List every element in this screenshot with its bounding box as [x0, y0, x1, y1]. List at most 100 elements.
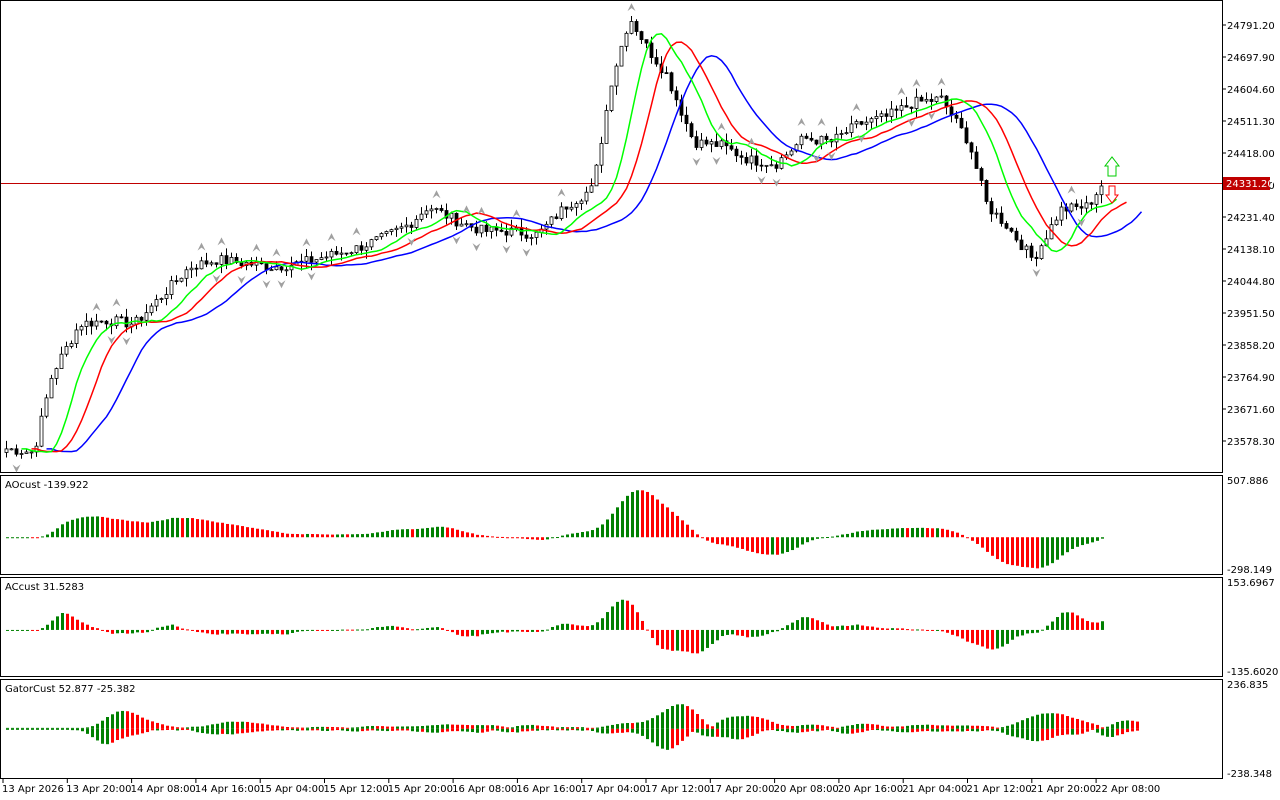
- candle-body: [589, 185, 594, 193]
- candle-body: [769, 164, 774, 167]
- candle-body: [789, 150, 794, 156]
- ac-scale-bottom: -135.6020: [1227, 667, 1278, 678]
- candle-body: [554, 216, 559, 219]
- fractal-down-icon: [502, 245, 511, 254]
- gator-upper-bar: [456, 724, 459, 729]
- ao-bar: [221, 522, 224, 538]
- ao-bar: [81, 517, 84, 538]
- gator-lower-bar: [781, 728, 784, 732]
- ac-bar: [986, 629, 989, 649]
- gator-lower-bar: [361, 728, 364, 732]
- ac-bar: [936, 629, 939, 631]
- gator-lower-bar: [601, 728, 604, 734]
- gator-lower-bar: [431, 728, 434, 733]
- gator-upper-bar: [991, 726, 994, 729]
- gator-upper-bar: [1126, 720, 1129, 729]
- gator-lower-bar: [26, 728, 29, 730]
- ao-bar: [596, 527, 599, 538]
- candle-body: [874, 116, 879, 120]
- gator-lower-bar: [86, 728, 89, 734]
- ac-bar: [91, 627, 94, 630]
- ao-bar: [1006, 537, 1009, 565]
- ao-bar: [316, 534, 319, 538]
- gator-lower-bar: [1111, 728, 1114, 737]
- gator-lower-bar: [101, 728, 104, 744]
- gator-upper-bar: [61, 727, 64, 729]
- gator-lower-bar: [426, 728, 429, 733]
- alligator-lines: [21, 33, 1143, 453]
- gator-upper-bar: [776, 723, 779, 729]
- candle-body: [59, 353, 64, 369]
- ac-bar: [166, 625, 169, 630]
- ao-bar: [866, 530, 869, 538]
- gator-upper-bar: [536, 725, 539, 729]
- gator-upper-bar: [41, 727, 44, 729]
- candle-body: [729, 145, 734, 150]
- candle-body: [929, 98, 934, 102]
- candle-body: [49, 377, 54, 399]
- candle-body: [914, 96, 919, 109]
- gator-lower-bar: [356, 728, 359, 732]
- gator-lower-bar: [1086, 728, 1089, 732]
- candle-body: [449, 212, 454, 219]
- gator-lower-bar: [771, 728, 774, 731]
- gator-lower-bar: [581, 728, 584, 731]
- candle-body: [884, 113, 889, 117]
- time-tick-label: 16 Apr 08:00: [452, 784, 517, 795]
- ac-bar: [151, 629, 154, 631]
- time-tick-label: 15 Apr 12:00: [324, 784, 389, 795]
- gator-upper-bar: [386, 726, 389, 729]
- ac-bar: [446, 629, 449, 631]
- ao-bar: [1011, 537, 1014, 566]
- ao-bar: [981, 537, 984, 548]
- ac-bar: [656, 629, 659, 646]
- gator-upper-bar: [591, 727, 594, 729]
- candle-body: [204, 260, 209, 265]
- gator-upper-bar: [1121, 720, 1124, 729]
- ao-bar: [401, 529, 404, 538]
- ac-bar: [141, 629, 144, 633]
- ao-bar: [121, 519, 124, 538]
- ao-bar: [266, 530, 269, 538]
- candle-body: [269, 269, 274, 272]
- candle-body: [804, 135, 809, 139]
- gator-upper-bar: [116, 711, 119, 729]
- ao-bar: [1076, 537, 1079, 547]
- candle-body: [39, 415, 44, 447]
- time-tick-label: 21 Apr 12:00: [967, 784, 1032, 795]
- ac-bar: [706, 629, 709, 648]
- ao-bar: [716, 537, 719, 545]
- ao-bar: [171, 517, 174, 538]
- ao-bar: [426, 527, 429, 538]
- ao-bar: [496, 536, 499, 538]
- gator-lower-bar: [1031, 728, 1034, 741]
- ao-bar: [676, 515, 679, 538]
- gator-upper-bar: [696, 714, 699, 729]
- ac-bar: [26, 629, 29, 631]
- gator-lower-bar: [536, 728, 539, 731]
- price-tick-label: 23858.20: [1227, 341, 1275, 352]
- ac-bar: [736, 629, 739, 636]
- candle-body: [754, 155, 759, 166]
- ac-bar: [116, 629, 119, 634]
- gator-upper-bar: [911, 725, 914, 729]
- ac-bar: [846, 625, 849, 630]
- gator-upper-bar: [526, 725, 529, 729]
- ao-bar: [886, 529, 889, 538]
- time-tick-label: 14 Apr 16:00: [195, 784, 260, 795]
- ac-bar: [521, 629, 524, 632]
- ao-bar: [381, 531, 384, 538]
- gator-upper-bar: [836, 727, 839, 729]
- gator-lower-bar: [826, 728, 829, 730]
- gator-lower-bar: [916, 728, 919, 732]
- price-panel[interactable]: [0, 0, 1223, 473]
- ac-bar: [396, 626, 399, 630]
- candle-body: [614, 65, 619, 87]
- ao-bar: [726, 537, 729, 546]
- gator-lower-bar: [176, 728, 179, 731]
- gator-upper-bar: [256, 723, 259, 729]
- ac-bar: [1046, 625, 1049, 630]
- gator-lower-bar: [731, 728, 734, 739]
- gator-lower-bar: [1136, 728, 1139, 731]
